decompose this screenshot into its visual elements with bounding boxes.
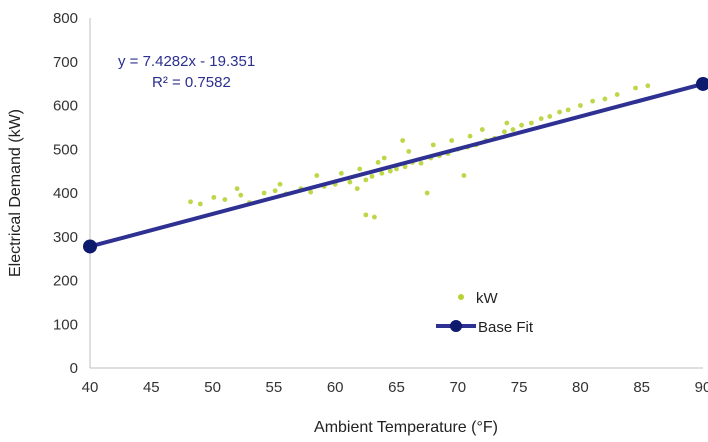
data-point xyxy=(479,127,485,132)
data-point xyxy=(449,138,455,143)
x-tick-label: 90 xyxy=(695,379,708,396)
data-point xyxy=(519,122,524,128)
data-point xyxy=(347,179,353,185)
data-point xyxy=(381,155,387,161)
data-point xyxy=(633,85,638,91)
data-point xyxy=(565,107,571,113)
data-point xyxy=(510,127,516,132)
r-squared-label: R² = 0.7582 xyxy=(152,74,231,91)
data-point xyxy=(538,116,544,122)
data-point xyxy=(528,120,534,126)
legend-kw-marker xyxy=(458,294,464,300)
legend-base-fit-marker xyxy=(450,320,462,332)
data-point xyxy=(402,164,408,170)
data-point xyxy=(387,168,393,174)
x-tick-label: 85 xyxy=(633,379,650,396)
data-point xyxy=(379,170,385,176)
base-fit-line xyxy=(88,81,705,249)
data-point xyxy=(406,149,412,154)
data-point xyxy=(222,197,228,202)
data-point xyxy=(501,129,507,135)
data-point xyxy=(578,103,583,108)
data-point xyxy=(645,83,651,89)
base-fit-point xyxy=(83,239,97,254)
data-point xyxy=(430,142,436,148)
x-tick-label: 80 xyxy=(572,379,589,396)
legend-kw-label: kW xyxy=(476,290,499,307)
data-point xyxy=(338,170,344,176)
y-tick-label: 400 xyxy=(53,185,78,202)
data-point xyxy=(197,201,203,207)
data-point xyxy=(238,192,244,198)
regression-equation: y = 7.4282x - 19.351 xyxy=(118,53,255,70)
y-tick-label: 200 xyxy=(53,273,78,290)
x-tick-label: 65 xyxy=(388,379,405,396)
y-tick-label: 300 xyxy=(53,229,78,246)
data-point xyxy=(547,114,553,119)
base-fit-point xyxy=(696,76,708,91)
data-point xyxy=(400,138,406,143)
data-point xyxy=(418,160,424,166)
x-tick-label: 75 xyxy=(511,379,528,396)
x-tick-label: 50 xyxy=(204,379,221,396)
data-point xyxy=(461,173,467,178)
y-tick-label: 500 xyxy=(53,141,78,158)
data-point xyxy=(363,212,369,218)
data-point xyxy=(188,199,193,205)
data-point xyxy=(363,177,369,183)
data-point xyxy=(211,194,217,200)
data-point xyxy=(375,159,381,165)
data-point xyxy=(308,189,314,195)
data-point xyxy=(354,186,360,192)
data-point xyxy=(394,166,399,172)
data-point xyxy=(357,166,363,172)
y-tick-label: 100 xyxy=(53,316,78,333)
legend-base-fit-label: Base Fit xyxy=(478,319,534,336)
x-tick-label: 70 xyxy=(449,379,466,396)
data-point xyxy=(557,109,562,115)
x-tick-label: 60 xyxy=(327,379,344,396)
x-axis-title: Ambient Temperature (°F) xyxy=(314,419,498,436)
data-point xyxy=(590,98,596,104)
data-point xyxy=(467,133,473,139)
data-point xyxy=(602,96,608,102)
data-point xyxy=(277,181,283,187)
legend: kW Base Fit xyxy=(436,290,534,336)
data-point xyxy=(234,186,240,192)
data-point xyxy=(272,188,278,194)
data-point xyxy=(424,190,430,196)
y-tick-label: 600 xyxy=(53,98,78,115)
data-point xyxy=(372,214,377,220)
x-tick-label: 55 xyxy=(266,379,283,396)
y-tick-label: 0 xyxy=(70,360,78,377)
data-point xyxy=(614,92,620,97)
data-point xyxy=(369,173,375,179)
data-point xyxy=(504,120,510,126)
x-tick-label: 40 xyxy=(82,379,99,396)
y-tick-label: 800 xyxy=(53,10,78,27)
data-point xyxy=(314,173,320,178)
y-axis-title: Electrical Demand (kW) xyxy=(7,109,24,277)
y-tick-label: 700 xyxy=(53,54,78,71)
x-tick-label: 45 xyxy=(143,379,160,396)
data-point xyxy=(261,190,267,196)
